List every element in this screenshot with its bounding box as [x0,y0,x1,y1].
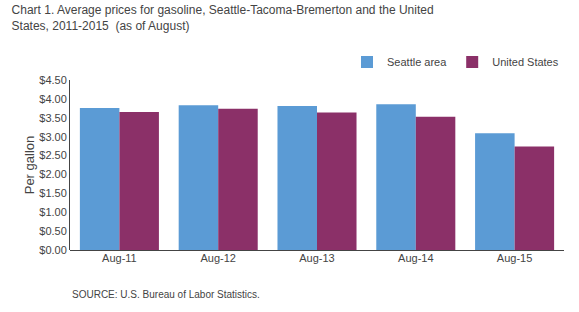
svg-text:Per gallon: Per gallon [22,136,37,195]
svg-text:$2.50: $2.50 [39,149,67,161]
svg-text:SOURCE: U.S. Bureau of Labor S: SOURCE: U.S. Bureau of Labor Statistics. [72,289,260,300]
svg-text:$1.50: $1.50 [39,187,67,199]
svg-text:Aug-15: Aug-15 [497,252,532,264]
svg-text:$4.00: $4.00 [39,93,67,105]
svg-text:$0.00: $0.00 [39,244,67,256]
svg-text:Aug-11: Aug-11 [102,252,137,264]
svg-text:Aug-12: Aug-12 [200,252,235,264]
svg-text:$1.00: $1.00 [39,206,67,218]
svg-text:Aug-13: Aug-13 [299,252,334,264]
svg-text:Aug-14: Aug-14 [398,252,433,264]
svg-text:$3.00: $3.00 [39,131,67,143]
svg-text:$4.50: $4.50 [39,74,67,86]
svg-text:$0.50: $0.50 [39,225,67,237]
svg-text:$3.50: $3.50 [39,112,67,124]
svg-text:$2.00: $2.00 [39,168,67,180]
svg-text:United States: United States [492,56,559,68]
svg-text:Seattle area: Seattle area [387,56,447,68]
svg-text:Chart 1. Average prices for ga: Chart 1. Average prices for gasoline, Se… [12,3,434,33]
